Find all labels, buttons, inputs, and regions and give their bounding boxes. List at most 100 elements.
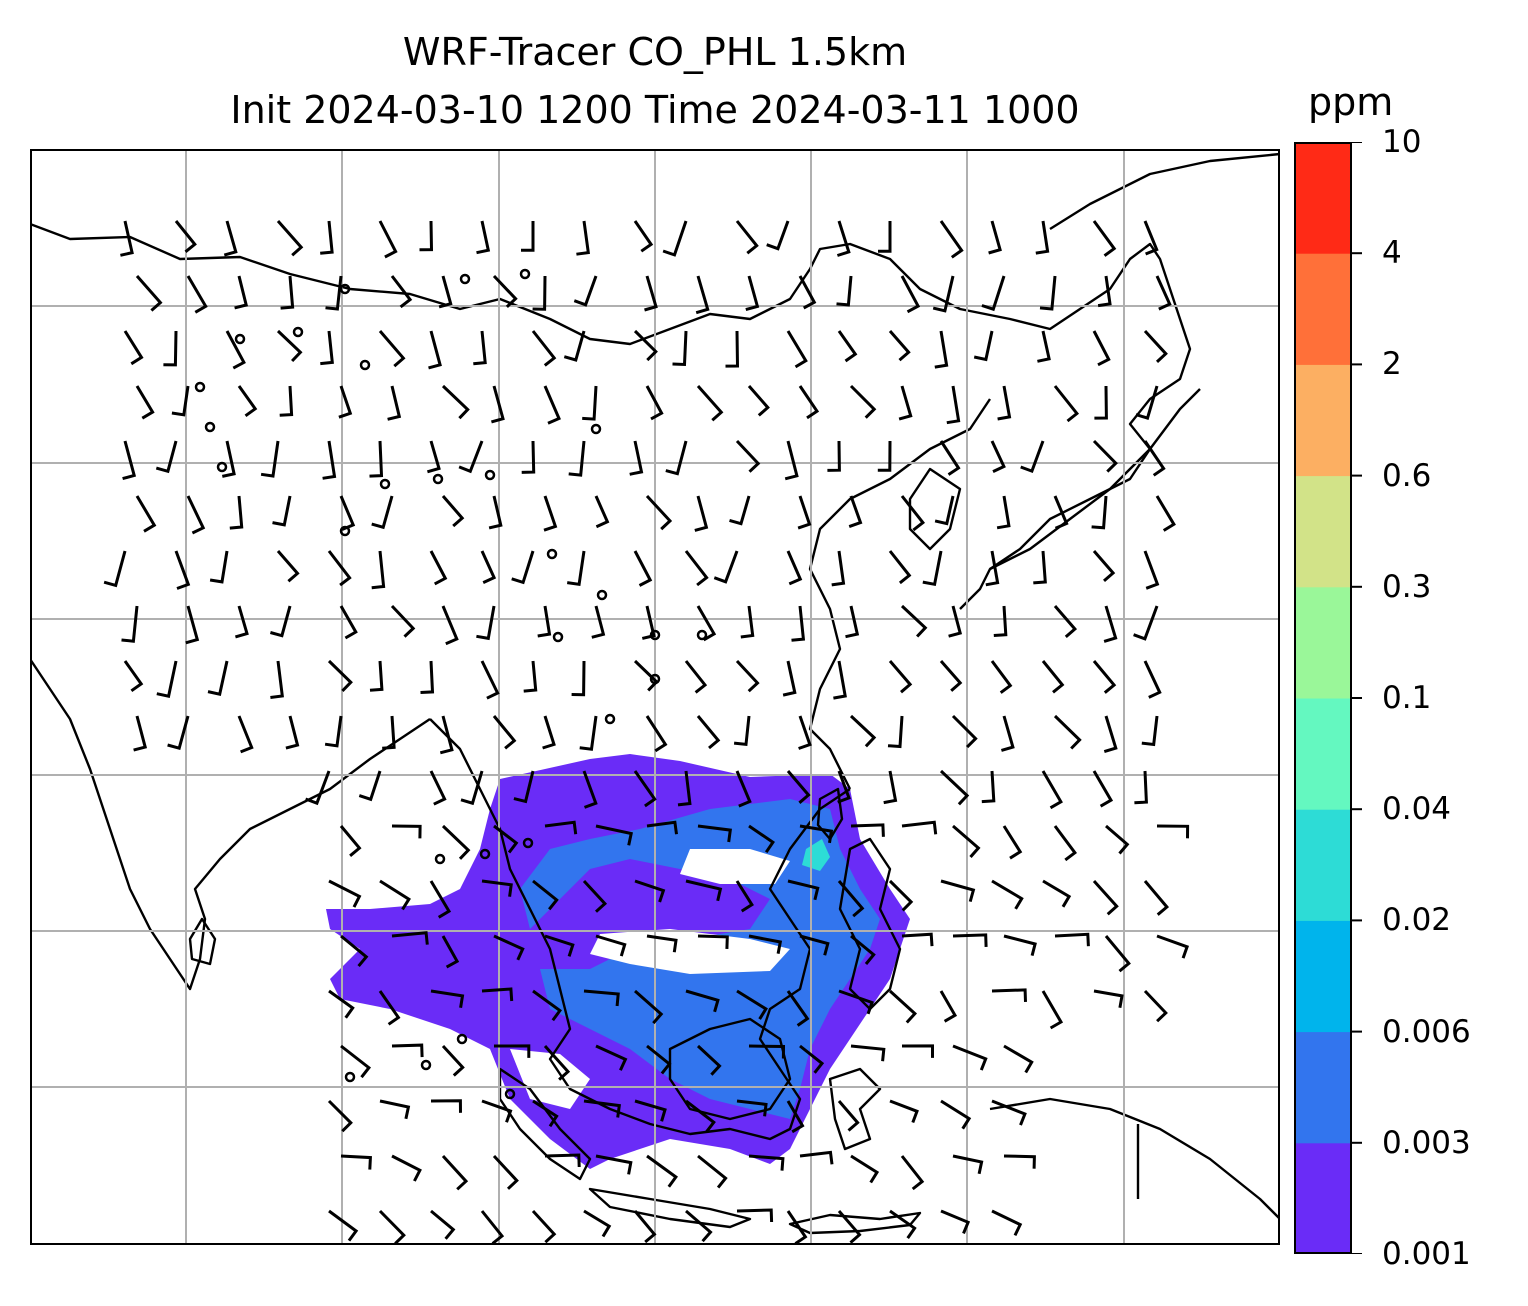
wind-barb [280, 275, 295, 310]
wind-barb [694, 495, 709, 532]
wind-barb [633, 550, 653, 587]
wind-barb [339, 605, 358, 640]
wind-barb [1141, 715, 1159, 747]
wind-barb [387, 385, 402, 421]
colorbar-tick-label: 0.3 [1382, 568, 1432, 605]
wind-barb [260, 440, 280, 478]
wind-barb [340, 1154, 372, 1170]
wind-barb [237, 385, 258, 418]
wind-barb [460, 770, 484, 806]
wind-barb [582, 770, 598, 809]
wind-barb [644, 275, 658, 312]
wind-barb [544, 934, 575, 957]
wind-barb [784, 440, 799, 481]
wind-barb [328, 1209, 359, 1242]
wind-barb [934, 330, 949, 369]
coast-indochina [429, 718, 851, 1141]
wind-barb [951, 714, 978, 749]
wind-barb [237, 715, 254, 754]
wind-barb [103, 550, 127, 588]
wind-barb [595, 1154, 633, 1175]
wind-barb [1092, 660, 1117, 694]
wind-barb [645, 385, 664, 421]
calm-wind-marker [456, 1033, 468, 1045]
calm-wind-marker [604, 713, 616, 725]
wind-barb [985, 550, 1000, 587]
wind-barb [1143, 220, 1159, 256]
wind-barb [481, 1099, 513, 1123]
wind-barb [327, 550, 352, 587]
wind-barb [476, 605, 496, 641]
wind-barb [328, 989, 355, 1019]
colorbar [1294, 142, 1362, 1254]
calm-wind-marker [590, 423, 602, 435]
wind-barb [458, 440, 484, 474]
wind-barb [390, 275, 413, 309]
wind-barb [850, 1154, 880, 1184]
wind-barb [748, 824, 775, 854]
wind-barb [1092, 439, 1118, 473]
wind-barb [988, 220, 1002, 255]
wind-barb [685, 989, 720, 1013]
wind-barb [900, 495, 926, 532]
wind-barb [634, 879, 666, 903]
wind-barbs [103, 220, 1190, 1245]
wind-barb [934, 495, 955, 526]
wind-barb [696, 1044, 722, 1076]
wind-barb [595, 1044, 628, 1071]
wind-barb [684, 550, 709, 587]
wind-barb [837, 1210, 862, 1244]
wind-barb [948, 605, 963, 638]
wind-barb [480, 550, 497, 584]
wind-barb [582, 385, 598, 421]
wind-barb [378, 990, 401, 1026]
colorbar-tick-label: 0.1 [1382, 680, 1432, 716]
wind-barb [991, 1099, 1027, 1126]
wind-barb [493, 824, 519, 854]
wind-barb [523, 660, 538, 693]
wind-barb [379, 879, 411, 911]
wind-barb [207, 660, 229, 696]
wind-barb [429, 880, 452, 919]
wind-barb [492, 715, 517, 750]
wind-barb [1035, 220, 1050, 255]
chart-title-line2: Init 2024-03-10 1200 Time 2024-03-11 100… [230, 88, 1080, 132]
wind-barb [441, 1154, 469, 1191]
wind-barb [272, 495, 292, 527]
wind-barb [1094, 385, 1108, 420]
wind-barb [697, 934, 729, 949]
calm-wind-marker [234, 333, 246, 345]
wind-barb [696, 715, 721, 750]
wind-barb [123, 660, 144, 693]
wind-barb [798, 715, 812, 750]
coast-taiwan [816, 787, 844, 841]
wind-barb [1041, 990, 1064, 1030]
wind-barb [799, 824, 834, 844]
wind-barb [838, 989, 874, 1015]
wind-barb [186, 275, 208, 314]
wind-barb [209, 550, 229, 584]
wind-barb [633, 1210, 657, 1244]
wind-barb [493, 934, 525, 961]
wind-barb [492, 1154, 519, 1190]
wind-barb [135, 275, 163, 312]
wind-barb [430, 1099, 462, 1113]
colorbar-segment-4 [1294, 698, 1352, 810]
wind-barb [799, 934, 830, 956]
wind-barb [729, 495, 751, 526]
wind-barb [382, 715, 396, 750]
wind-barb [646, 934, 678, 953]
wind-barb [1092, 550, 1116, 583]
wind-barb [276, 220, 304, 257]
wind-barb [713, 550, 739, 584]
wind-barb [163, 330, 178, 367]
wind-barb [932, 275, 955, 313]
wind-barb [1143, 989, 1168, 1023]
wind-barb [234, 605, 249, 639]
wind-barb [369, 660, 384, 692]
wind-barb [786, 770, 811, 804]
wind-barb [591, 605, 606, 639]
wind-barb [568, 440, 586, 477]
wind-barb [322, 440, 337, 480]
wind-barb [511, 550, 535, 585]
